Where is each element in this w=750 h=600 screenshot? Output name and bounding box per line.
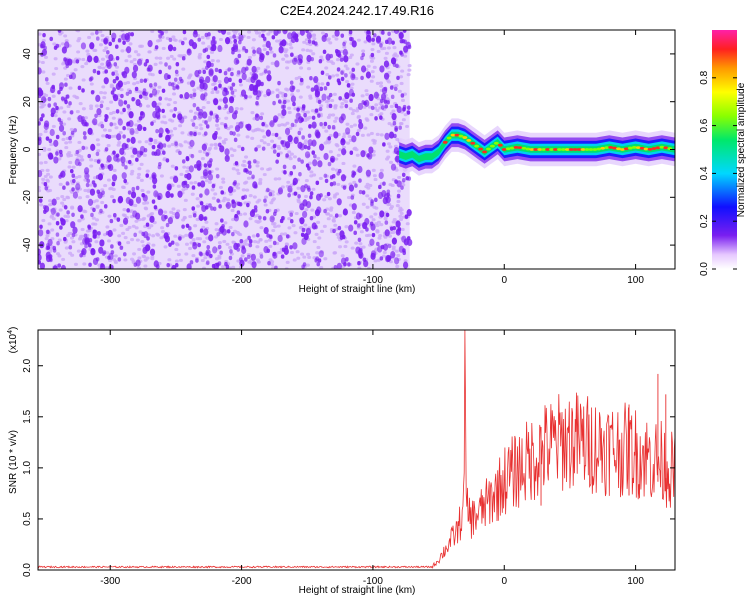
- colorbar-gradient: [712, 30, 737, 269]
- snr-y-scale-base: (x10: [8, 333, 19, 353]
- x-tick-label: 0: [501, 275, 507, 286]
- snr-series-line: [38, 330, 675, 569]
- colorbar-ticks: 0.0 0.2 0.4 0.6 0.8: [699, 70, 737, 276]
- snr-panel: -300 -200 -100 0 100 0.0 0.5 1.0 1.5 2.0 Height …: [7, 327, 676, 596]
- snr-y-label: SNR (10 * v/v): [8, 430, 19, 494]
- snr-y-ticks: 0.0 0.5 1.0 1.5 2.0: [22, 358, 675, 577]
- y-tick-label: -40: [22, 237, 33, 252]
- colorbar-tick-label: 0.4: [699, 166, 710, 180]
- y-tick-label: -20: [22, 190, 33, 205]
- colorbar-tick-label: 0.2: [699, 214, 710, 228]
- y-tick-label: 0: [22, 146, 33, 152]
- noise-speckle-faint: [38, 30, 412, 269]
- y-tick-label: 2.0: [22, 358, 33, 372]
- x-tick-label: -300: [100, 275, 120, 286]
- x-tick-label: -100: [363, 275, 383, 286]
- colorbar-tick-label: 0.6: [699, 118, 710, 132]
- snr-y-scale: (x104): [7, 327, 19, 354]
- colorbar-label: Normalized spectral amplitude: [736, 82, 747, 217]
- snr-content: [38, 330, 675, 569]
- spectrogram-x-label: Height of straight line (km): [299, 284, 416, 295]
- x-tick-label: 100: [627, 275, 644, 286]
- noise-speckle: [38, 30, 413, 269]
- spectrogram-x-ticks: -300 -200 -100 0 100: [100, 30, 644, 286]
- colorbar-tick-label: 0.8: [699, 70, 710, 84]
- x-tick-label: 0: [501, 576, 507, 587]
- y-tick-label: 0.5: [22, 512, 33, 526]
- spectrogram-content: [38, 30, 675, 269]
- colorbar: 0.0 0.2 0.4 0.6 0.8 Normalized spectral ampl…: [699, 30, 747, 276]
- snr-frame: [37, 329, 676, 571]
- snr-y-scale-suffix: ): [8, 327, 19, 330]
- x-tick-label: -200: [232, 275, 252, 286]
- ridge-core: [442, 133, 673, 154]
- spectrogram-y-label: Frequency (Hz): [8, 116, 19, 185]
- snr-y-scale-exponent: 4: [7, 330, 14, 334]
- snr-x-ticks: -300 -200 -100 0 100: [100, 330, 644, 587]
- y-tick-label: 1.5: [22, 409, 33, 423]
- snr-x-label: Height of straight line (km): [299, 585, 416, 596]
- y-tick-label: 0.0: [22, 563, 33, 577]
- x-tick-label: 100: [627, 576, 644, 587]
- y-tick-label: 40: [22, 48, 33, 60]
- y-tick-label: 20: [22, 96, 33, 108]
- x-tick-label: -100: [363, 576, 383, 587]
- y-tick-label: 1.0: [22, 460, 33, 474]
- x-tick-label: -200: [232, 576, 252, 587]
- spectrogram-y-ticks: -40 -20 0 20 40: [22, 48, 675, 252]
- x-tick-label: -300: [100, 576, 120, 587]
- colorbar-tick-label: 0.0: [699, 262, 710, 276]
- figure-title: C2E4.2024.242.17.49.R16: [280, 3, 434, 18]
